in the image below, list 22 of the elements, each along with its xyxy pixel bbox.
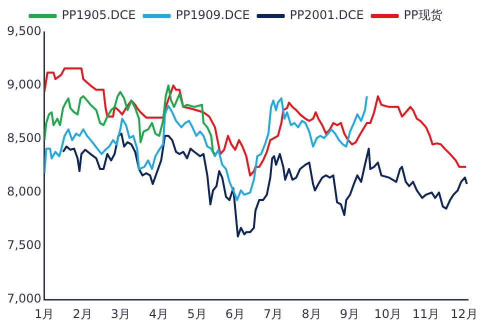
x-tick-label: 5月 [187, 306, 207, 321]
x-tick-label: 8月 [302, 306, 322, 321]
x-tick-label: 4月 [149, 306, 169, 321]
x-tick-label: 12月 [450, 306, 478, 321]
legend-label: PP现货 [404, 8, 442, 22]
x-tick-label: 3月 [110, 306, 131, 321]
x-tick-label: 9月 [340, 306, 360, 321]
legend-label: PP2001.DCE [290, 8, 364, 22]
x-tick-label: 2月 [72, 306, 92, 321]
y-tick-label: 9,500 [6, 24, 42, 38]
legend-label: PP1909.DCE [176, 8, 250, 22]
x-tick-label: 7月 [264, 306, 284, 321]
x-tick-label: 10月 [374, 306, 402, 321]
y-tick-label: 8,500 [6, 131, 42, 146]
x-tick-label: 6月 [225, 306, 246, 321]
x-tick-label: 11月 [412, 306, 440, 321]
y-tick-label: 9,000 [6, 78, 42, 92]
y-tick-label: 7,500 [6, 238, 42, 252]
y-tick-label: 8,000 [6, 184, 42, 199]
x-tick-label: 1月 [34, 306, 54, 321]
y-tick-label: 7,000 [6, 292, 42, 306]
legend-label: PP1905.DCE [62, 8, 136, 22]
